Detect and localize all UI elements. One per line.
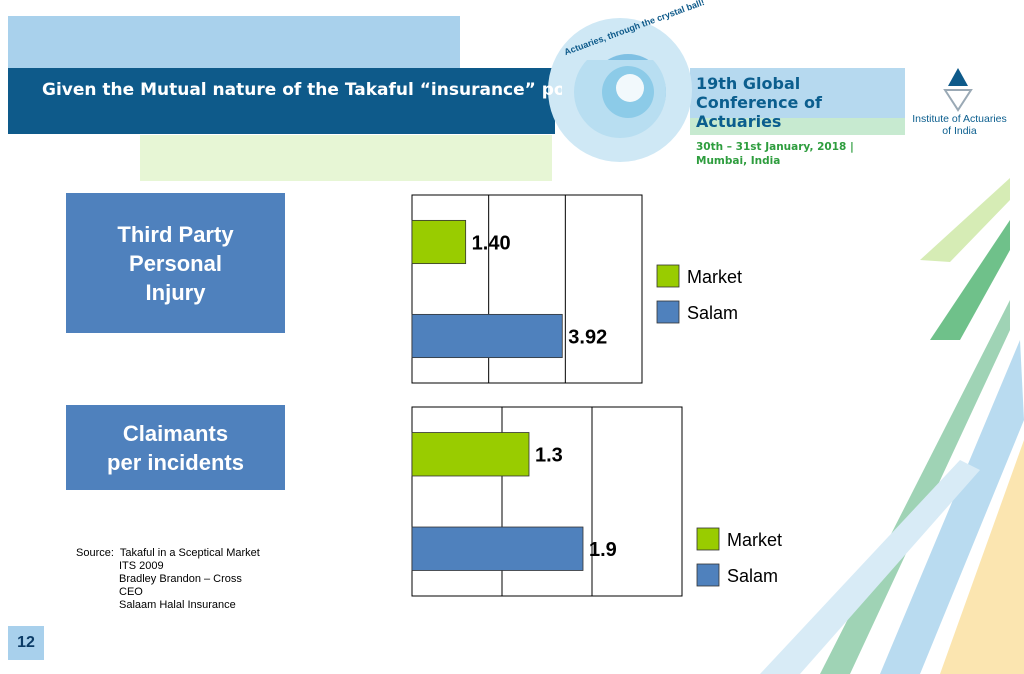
source: Source: Takaful in a Sceptical Market IT… xyxy=(76,547,260,612)
legend-swatch xyxy=(656,300,680,324)
chart-label: Third Party Personal Injury xyxy=(66,193,285,333)
source-line: ITS 2009 xyxy=(119,560,164,572)
legend-label: Salam xyxy=(687,303,738,323)
logo-cover xyxy=(574,60,666,138)
value-label: 1.40 xyxy=(472,232,511,254)
value-label: 3.92 xyxy=(568,326,607,348)
chart-label: Claimants per incidents xyxy=(66,405,285,490)
conference-date: 30th – 31st January, 2018 | Mumbai, Indi… xyxy=(696,141,854,167)
bar xyxy=(411,432,530,477)
source-line: Takaful in a Sceptical Market xyxy=(119,547,260,559)
bar xyxy=(411,313,563,359)
bar xyxy=(411,219,467,265)
chart: 1.40 3.92 Market Salam xyxy=(411,194,742,384)
legend-swatch xyxy=(696,527,720,551)
bar xyxy=(411,526,584,571)
source-line: CEO xyxy=(119,586,143,598)
value-label: 1.3 xyxy=(535,445,563,467)
source-line: Salaam Halal Insurance xyxy=(119,599,236,611)
slide-title: Given the Mutual nature of the Takaful “… xyxy=(42,80,562,100)
legend-swatch xyxy=(656,264,680,288)
legend-swatch xyxy=(696,563,720,587)
chart: 1.3 1.9 Market Salam xyxy=(411,406,782,597)
legend-label: Market xyxy=(687,267,742,287)
source-line: Bradley Brandon – Cross xyxy=(119,573,242,585)
source-label: Source: xyxy=(76,547,114,559)
legend-label: Salam xyxy=(727,566,778,586)
institute-name: Institute of Actuaries of India xyxy=(912,113,1007,137)
page-number: 12 xyxy=(8,626,44,660)
conference-name: 19th Global Conference of Actuaries xyxy=(696,74,822,131)
value-label: 1.9 xyxy=(589,539,617,561)
legend-label: Market xyxy=(727,530,782,550)
